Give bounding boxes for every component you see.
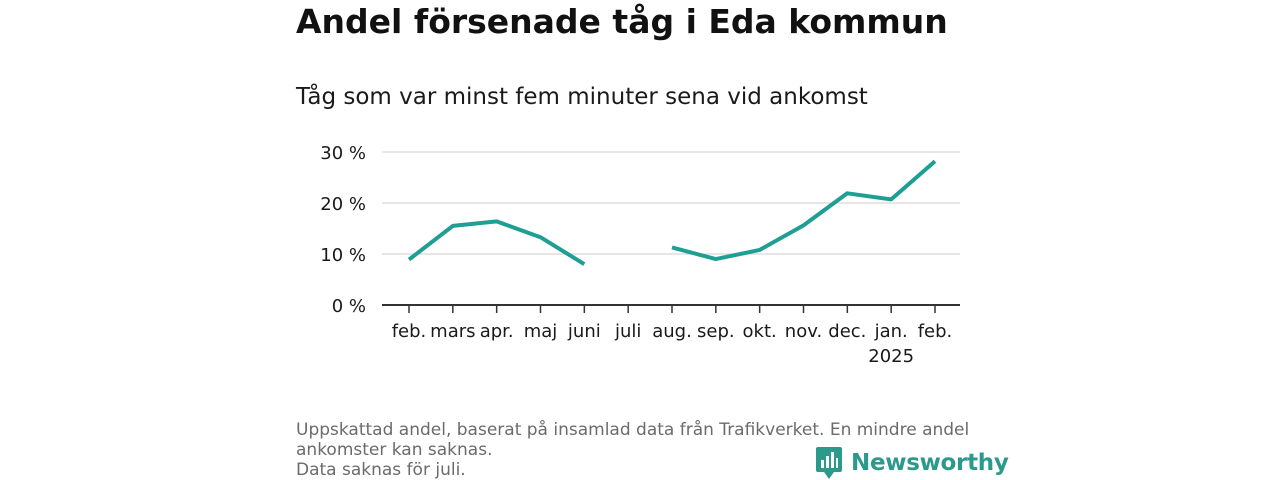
x-tick-label: okt.	[743, 321, 777, 342]
y-tick-label: 30 %	[320, 143, 366, 164]
y-axis-labels: 0 % 10 % 20 % 30 %	[320, 143, 366, 317]
x-tick-label: juni	[567, 321, 601, 342]
gridlines	[382, 151, 960, 255]
x-tick-label: nov.	[785, 321, 822, 342]
x-tick-label: feb.	[392, 321, 427, 342]
newsworthy-logo-icon	[816, 447, 842, 479]
x-tick-label: apr.	[480, 321, 514, 342]
x-tick-label: sep.	[697, 321, 735, 342]
brand-name: Newsworthy	[851, 450, 1009, 476]
x-axis	[382, 304, 960, 313]
x-tick-label: maj	[524, 321, 558, 342]
x-tick-label: mars	[430, 321, 475, 342]
chart-title: Andel försenade tåg i Eda kommun	[296, 2, 948, 41]
series-lines	[407, 159, 937, 266]
series-line	[671, 159, 937, 262]
chart-subtitle: Tåg som var minst fem minuter sena vid a…	[296, 84, 868, 110]
y-tick-label: 20 %	[320, 194, 366, 215]
x-tick-label: juli	[614, 321, 641, 342]
brand-logo: Newsworthy	[815, 446, 1009, 480]
x-tick-label: feb.	[918, 321, 953, 342]
x-tick-sublabel: 2025	[868, 346, 914, 367]
footnote-missing-data: Data saknas för juli.	[296, 460, 466, 480]
footnotes: Uppskattad andel, baserat på insamlad da…	[296, 420, 986, 480]
line-chart: 0 %10 %20 %30 % feb. mars apr. maj juni juli a…	[320, 143, 960, 367]
x-tick-label: aug.	[652, 321, 692, 342]
series-line	[407, 219, 586, 266]
x-tick-label: dec.	[828, 321, 866, 342]
x-axis-labels: feb. mars apr. maj juni juli aug. sep. okt. nov. d…	[392, 321, 953, 367]
y-tick-label: 10 %	[320, 245, 366, 266]
x-tick-label: jan.	[874, 321, 908, 342]
footnote-source: Uppskattad andel, baserat på insamlad da…	[296, 420, 970, 460]
y-tick-label: 0 %	[332, 296, 366, 317]
